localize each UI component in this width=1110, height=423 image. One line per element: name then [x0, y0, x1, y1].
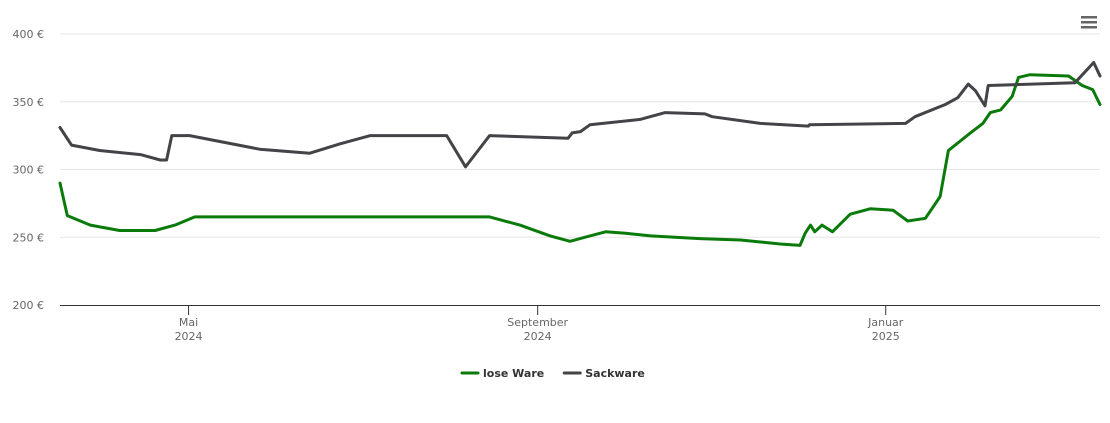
y-tick-label: 400 €	[13, 28, 45, 41]
legend-item[interactable]: Sackware	[562, 367, 645, 380]
legend-label: Sackware	[585, 367, 645, 380]
y-tick-label: 300 €	[13, 164, 45, 177]
legend-item[interactable]: lose Ware	[460, 367, 544, 380]
y-tick-label: 350 €	[13, 96, 45, 109]
x-tick-label: Mai 2024	[175, 316, 203, 343]
y-tick-label: 200 €	[13, 299, 45, 312]
legend-label: lose Ware	[483, 367, 544, 380]
line-series	[58, 61, 1102, 169]
menu-button[interactable]	[1078, 12, 1100, 32]
legend: lose Ware Sackware	[460, 367, 645, 380]
line-series	[58, 73, 1102, 247]
x-tick-label: September 2024	[507, 316, 568, 343]
y-tick-label: 250 €	[13, 231, 45, 244]
x-tick-label: Januar 2025	[867, 316, 904, 343]
